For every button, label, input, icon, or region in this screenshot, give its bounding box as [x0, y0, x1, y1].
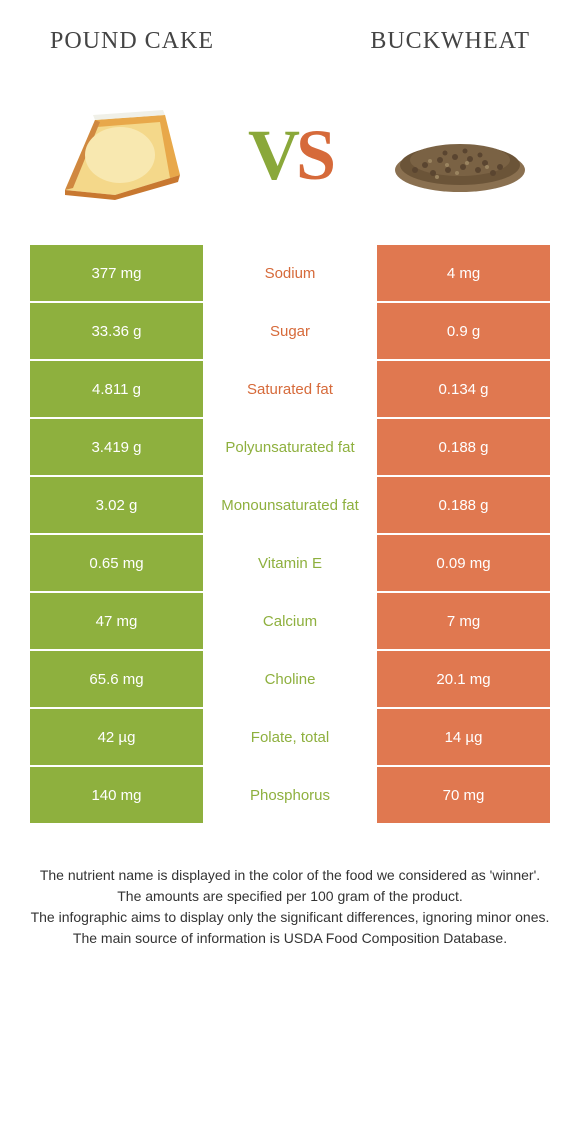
footer-line-4: The main source of information is USDA F…	[30, 928, 550, 949]
vs-label: VS	[248, 114, 332, 197]
cell-nutrient: Vitamin E	[203, 535, 377, 593]
cell-nutrient: Folate, total	[203, 709, 377, 767]
cell-right: 70 mg	[377, 767, 550, 825]
cell-nutrient: Monounsaturated fat	[203, 477, 377, 535]
buckwheat-image	[380, 95, 540, 215]
cell-left: 3.02 g	[30, 477, 203, 535]
cell-left: 377 mg	[30, 245, 203, 303]
footer-line-3: The infographic aims to display only the…	[30, 907, 550, 928]
cell-right: 0.9 g	[377, 303, 550, 361]
vs-s: S	[296, 115, 332, 195]
cell-nutrient: Polyunsaturated fat	[203, 419, 377, 477]
footer-line-1: The nutrient name is displayed in the co…	[30, 865, 550, 886]
cell-left: 0.65 mg	[30, 535, 203, 593]
pound-cake-image	[40, 95, 200, 215]
table-row: 47 mgCalcium7 mg	[30, 593, 550, 651]
table-row: 377 mgSodium4 mg	[30, 245, 550, 303]
vs-v: V	[248, 115, 296, 195]
table-row: 3.419 gPolyunsaturated fat0.188 g	[30, 419, 550, 477]
cell-left: 3.419 g	[30, 419, 203, 477]
table-row: 140 mgPhosphorus70 mg	[30, 767, 550, 825]
cell-right: 0.188 g	[377, 419, 550, 477]
cell-left: 140 mg	[30, 767, 203, 825]
cell-left: 4.811 g	[30, 361, 203, 419]
footer-notes: The nutrient name is displayed in the co…	[30, 865, 550, 949]
cell-right: 0.188 g	[377, 477, 550, 535]
cell-right: 20.1 mg	[377, 651, 550, 709]
cell-left: 42 µg	[30, 709, 203, 767]
cell-left: 65.6 mg	[30, 651, 203, 709]
table-row: 4.811 gSaturated fat0.134 g	[30, 361, 550, 419]
cell-nutrient: Saturated fat	[203, 361, 377, 419]
hero: VS	[0, 65, 580, 245]
cell-nutrient: Sugar	[203, 303, 377, 361]
cell-right: 0.09 mg	[377, 535, 550, 593]
cell-nutrient: Calcium	[203, 593, 377, 651]
cell-nutrient: Sodium	[203, 245, 377, 303]
cell-nutrient: Phosphorus	[203, 767, 377, 825]
cell-left: 47 mg	[30, 593, 203, 651]
header: POUND CAKE BUCKWHEAT	[0, 0, 580, 65]
title-right: BUCKWHEAT	[370, 28, 530, 55]
cell-left: 33.36 g	[30, 303, 203, 361]
table-row: 3.02 gMonounsaturated fat0.188 g	[30, 477, 550, 535]
footer-line-2: The amounts are specified per 100 gram o…	[30, 886, 550, 907]
comparison-table: 377 mgSodium4 mg33.36 gSugar0.9 g4.811 g…	[30, 245, 550, 825]
table-row: 42 µgFolate, total14 µg	[30, 709, 550, 767]
cell-right: 4 mg	[377, 245, 550, 303]
cell-right: 0.134 g	[377, 361, 550, 419]
cell-nutrient: Choline	[203, 651, 377, 709]
cell-right: 14 µg	[377, 709, 550, 767]
cell-right: 7 mg	[377, 593, 550, 651]
title-left: POUND CAKE	[50, 28, 214, 55]
table-row: 33.36 gSugar0.9 g	[30, 303, 550, 361]
table-row: 65.6 mgCholine20.1 mg	[30, 651, 550, 709]
table-row: 0.65 mgVitamin E0.09 mg	[30, 535, 550, 593]
